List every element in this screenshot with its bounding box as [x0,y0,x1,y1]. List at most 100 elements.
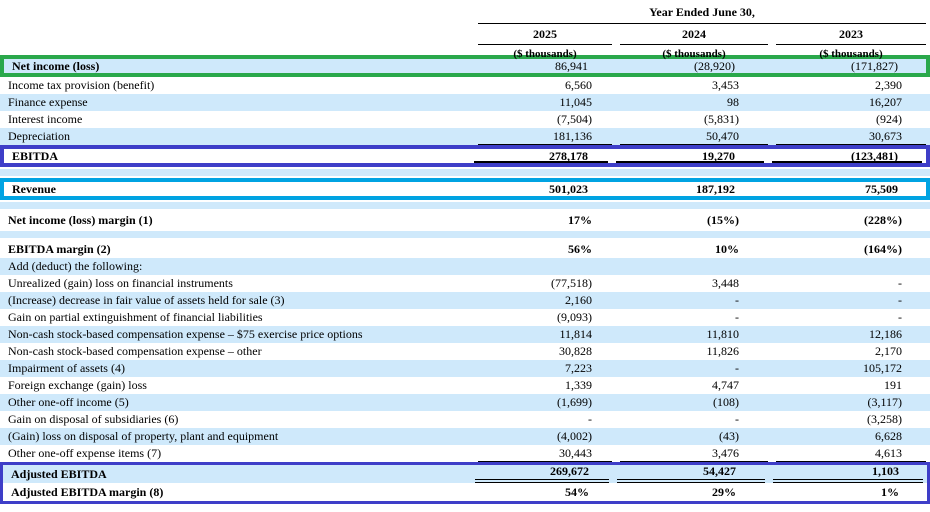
value-2025: 181,136 [474,128,616,145]
value-2023: 1% [881,485,899,499]
green-highlight-box: Net income (loss) 86,941 (28,920) (171,827) [0,55,930,77]
value-2024: - [735,361,739,375]
value-2025: 501,023 [549,182,588,196]
row-finance-expense: Finance expense 11,045 98 16,207 [0,94,930,111]
value-2024: (28,920) [694,59,735,73]
value-2025: 1,339 [565,378,592,392]
row-fair-value-assets: (Increase) decrease in fair value of ass… [0,292,930,309]
row-disposal-ppe: (Gain) loss on disposal of property, pla… [0,428,930,445]
row-label: EBITDA [12,149,59,163]
separator-strip [0,231,930,238]
row-label: Adjusted EBITDA [11,467,107,481]
row-label: Foreign exchange (gain) loss [8,378,147,392]
row-label: Non-cash stock-based compensation expens… [8,327,363,341]
row-label: Other one-off income (5) [8,395,129,409]
value-2023: 30,673 [772,128,930,145]
row-unrealized-gain-loss: Unrealized (gain) loss on financial inst… [0,275,930,292]
value-2023: (171,827) [851,59,898,73]
value-2023: (3,117) [867,395,902,409]
row-impairment: Impairment of assets (4) 7,223 - 105,172 [0,360,930,377]
value-2024: - [735,310,739,324]
value-2023: (123,481) [768,149,926,163]
value-2025 [474,258,616,275]
value-2024: 98 [727,95,739,109]
row-stock-comp-other: Non-cash stock-based compensation expens… [0,343,930,360]
row-label: (Increase) decrease in fair value of ass… [8,293,285,307]
value-2025: 30,443 [474,445,616,462]
value-2025: (4,002) [557,429,592,443]
row-label: Revenue [12,182,56,196]
value-2024: 19,270 [612,149,768,163]
table-header: Year Ended June 30, 2025 2024 2023 ($ th… [0,0,930,60]
units-header-2023: ($ thousands) [819,48,883,60]
value-2025: (77,518) [551,276,592,290]
row-label: Impairment of assets (4) [8,361,125,375]
value-2023: - [898,293,902,307]
row-label: (Gain) loss on disposal of property, pla… [8,429,279,443]
value-2024: 10% [715,242,739,256]
separator-row [0,200,930,211]
row-other-one-off-expense: Other one-off expense items (7) 30,443 3,4… [0,445,930,462]
row-label: EBITDA margin (2) [8,242,111,256]
units-header-2024: ($ thousands) [662,48,726,60]
row-ebitda: EBITDA 278,178 19,270 (123,481) [4,149,926,163]
value-2025: 278,178 [470,149,612,163]
value-2023: 105,172 [863,361,902,375]
row-interest-income: Interest income (7,504) (5,831) (924) [0,111,930,128]
row-disposal-subsidiaries: Gain on disposal of subsidiaries (6) - - (3… [0,411,930,428]
row-label: Interest income [8,112,83,126]
value-2023: - [898,276,902,290]
value-2024: - [735,412,739,426]
period-group-header: Year Ended June 30, [474,0,930,24]
row-depreciation: Depreciation 181,136 50,470 30,673 [0,128,930,145]
row-label: Net income (loss) [12,59,100,73]
value-2024 [616,258,772,275]
value-2023: (924) [876,112,902,126]
row-partial-extinguishment: Gain on partial extinguishment of financ… [0,309,930,326]
indigo-highlight-box: EBITDA 278,178 19,270 (123,481) [0,145,930,167]
row-label: Gain on partial extinguishment of financ… [8,310,263,324]
value-2025: (9,093) [557,310,592,324]
value-2025: 30,828 [559,344,592,358]
value-2024: (108) [713,395,739,409]
value-2025: (7,504) [557,112,592,126]
row-label: Gain on disposal of subsidiaries (6) [8,412,179,426]
row-label: Unrealized (gain) loss on financial inst… [8,276,233,290]
row-income-tax: Income tax provision (benefit) 6,560 3,453… [0,77,930,94]
separator-row [0,229,930,240]
value-2025: 11,045 [559,95,592,109]
value-2023: 191 [884,378,902,392]
row-other-one-off-income: Other one-off income (5) (1,699) (108) (3,1… [0,394,930,411]
row-net-income-margin: Net income (loss) margin (1) 17% (15%) (228… [0,211,930,229]
value-2023: (3,258) [867,412,902,426]
column-header-2025: 2025 [474,24,616,45]
value-2024: 4,747 [712,378,739,392]
value-2024: (15%) [707,213,739,227]
table-body: Net income (loss) 86,941 (28,920) (171,827)… [0,55,930,504]
value-2024: 187,192 [696,182,735,196]
value-2023: - [898,310,902,324]
value-2024: 50,470 [616,128,772,145]
row-stock-comp-75: Non-cash stock-based compensation expens… [0,326,930,343]
separator-strip [0,202,930,209]
value-2024: 3,448 [712,276,739,290]
value-2025: 17% [568,213,592,227]
row-foreign-exchange: Foreign exchange (gain) loss 1,339 4,747 19… [0,377,930,394]
value-2023: 4,613 [772,445,930,462]
cyan-highlight-box: Revenue 501,023 187,192 75,509 [0,178,930,200]
value-2025: (1,699) [557,395,592,409]
row-label: Add (deduct) the following: [8,259,143,273]
value-2024: 11,810 [706,327,739,341]
separator-row [0,167,930,178]
value-2023: 75,509 [865,182,898,196]
value-2023: (228%) [864,213,902,227]
value-2025: 86,941 [555,59,588,73]
value-2024: (5,831) [704,112,739,126]
value-2023: 1,103 [769,465,927,483]
value-2025: 6,560 [565,78,592,92]
row-adjusted-ebitda: Adjusted EBITDA 269,672 54,427 1,103 [3,465,927,483]
row-adjusted-ebitda-margin: Adjusted EBITDA margin (8) 54% 29% 1% [3,483,927,501]
row-label: Other one-off expense items (7) [8,446,162,460]
row-label: Net income (loss) margin (1) [8,213,153,227]
value-2024: - [735,293,739,307]
